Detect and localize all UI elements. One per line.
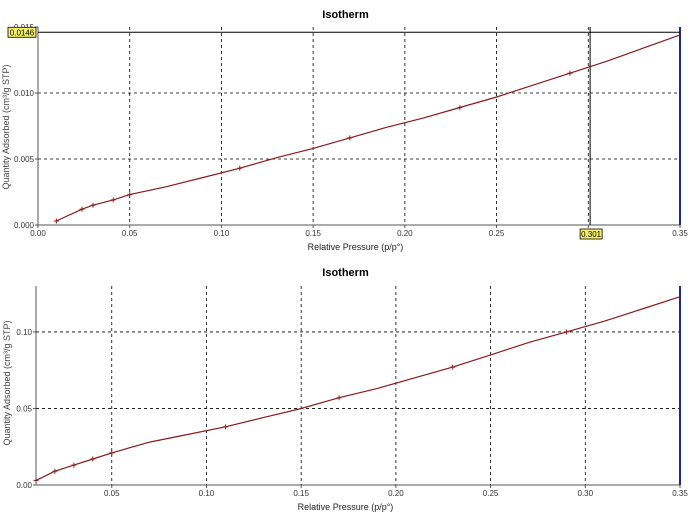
svg-text:0.0146: 0.0146 bbox=[10, 28, 35, 37]
data-point bbox=[567, 70, 573, 76]
x-tick-label: 0.10 bbox=[199, 489, 215, 498]
data-point bbox=[237, 165, 243, 171]
x-tick-label: 0.25 bbox=[483, 489, 499, 498]
data-point bbox=[71, 462, 77, 468]
isotherm-chart-bottom: Isotherm Quantity Adsorbed (cm³/g STP) R… bbox=[0, 258, 691, 515]
data-point bbox=[450, 364, 456, 370]
x-axis-label: Relative Pressure (p/p°) bbox=[307, 242, 404, 252]
data-point bbox=[336, 395, 342, 401]
crosshair-x-callout: 0.301 bbox=[579, 228, 603, 240]
data-point bbox=[109, 450, 115, 456]
data-point bbox=[52, 468, 58, 474]
data-point bbox=[457, 105, 463, 111]
y-tick-label: 0.10 bbox=[16, 328, 32, 337]
x-tick-label: 0.35 bbox=[672, 229, 688, 238]
y-tick-label: 0.000 bbox=[14, 221, 35, 230]
x-axis-label: Relative Pressure (p/p°) bbox=[297, 502, 394, 512]
x-tick-label: 0.25 bbox=[489, 229, 505, 238]
chart-title: Isotherm bbox=[322, 9, 369, 21]
x-tick-label: 0.15 bbox=[305, 229, 321, 238]
data-point bbox=[347, 135, 353, 141]
chart-title: Isotherm bbox=[322, 267, 369, 279]
series-line bbox=[56, 34, 681, 222]
data-point bbox=[563, 329, 569, 335]
data-point bbox=[110, 197, 116, 203]
crosshair-y-callout: 0.0146 bbox=[7, 26, 37, 38]
y-tick-label: 0.05 bbox=[16, 404, 32, 413]
x-tick-label: 0.35 bbox=[672, 489, 688, 498]
x-tick-label: 0.20 bbox=[388, 489, 404, 498]
x-tick-label: 0.10 bbox=[214, 229, 230, 238]
data-point bbox=[222, 424, 228, 430]
svg-text:0.301: 0.301 bbox=[581, 230, 602, 239]
x-tick-label: 0.05 bbox=[104, 489, 120, 498]
y-tick-label: 0.00 bbox=[16, 481, 32, 490]
plot-area[interactable]: 0.05 0.10 0.15 0.20 0.25 0.30 0.35 0.00 0.05 0.10 bbox=[0, 258, 691, 515]
plot-area[interactable]: 0.000.050.100.150.200.250.300.350.0000.0… bbox=[0, 0, 691, 258]
data-point bbox=[127, 192, 133, 198]
x-tick-label: 0.30 bbox=[578, 489, 594, 498]
data-point bbox=[33, 477, 39, 483]
data-point bbox=[79, 206, 85, 212]
data-point bbox=[90, 202, 96, 208]
x-tick-label: 0.00 bbox=[30, 229, 46, 238]
y-tick-label: 0.010 bbox=[14, 89, 35, 98]
data-point bbox=[53, 218, 59, 224]
x-tick-label: 0.15 bbox=[293, 489, 309, 498]
data-point bbox=[90, 456, 96, 462]
y-tick-label: 0.005 bbox=[14, 155, 35, 164]
x-tick-label: 0.05 bbox=[122, 229, 138, 238]
isotherm-chart-top: Isotherm Quantity Adsorbed (cm³/g STP) R… bbox=[0, 0, 691, 258]
x-tick-label: 0.20 bbox=[397, 229, 413, 238]
series-line bbox=[35, 296, 681, 481]
